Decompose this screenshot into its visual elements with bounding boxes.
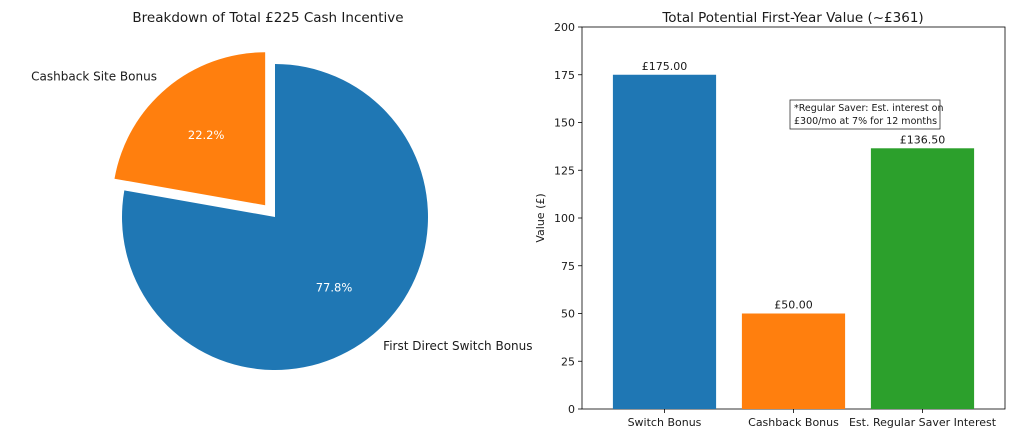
y-tick-label: 125: [554, 164, 575, 177]
x-tick-label: Est. Regular Saver Interest: [849, 416, 997, 429]
x-tick-label: Switch Bonus: [628, 416, 702, 429]
bar-axes: 0 25 50 75 100 125 150 175 200: [554, 21, 1006, 416]
bar-value-label-1: £50.00: [774, 299, 813, 312]
pie-chart: Breakdown of Total £225 Cash Incentive 2…: [31, 10, 533, 370]
x-tick-label: Cashback Bonus: [748, 416, 839, 429]
pie-title: Breakdown of Total £225 Cash Incentive: [132, 10, 403, 26]
pie-slice-0: [114, 52, 266, 206]
bar-value-label-0: £175.00: [642, 60, 688, 73]
y-tick-label: 100: [554, 212, 575, 225]
pie-slices: [114, 52, 429, 370]
y-axis-label: Value (£): [534, 193, 547, 242]
bars: [612, 74, 975, 409]
bar-2: [870, 148, 975, 409]
pie-slice-1: [122, 64, 429, 370]
y-tick-label: 75: [561, 260, 575, 273]
y-tick-label: 200: [554, 21, 575, 34]
pie-slice-label-1: First Direct Switch Bonus: [383, 339, 532, 353]
bar-0: [612, 74, 717, 409]
pie-pct-label-0: 22.2%: [188, 128, 225, 142]
y-tick-label: 25: [561, 355, 575, 368]
annotation-line-1: *Regular Saver: Est. interest on: [794, 103, 944, 114]
bar-1: [741, 313, 846, 409]
pie-slice-label-0: Cashback Site Bonus: [31, 69, 157, 83]
bar-title: Total Potential First-Year Value (~£361): [661, 10, 923, 26]
pie-labels: 22.2% Cashback Site Bonus 77.8% First Direc…: [31, 69, 532, 353]
y-tick-label: 50: [561, 308, 575, 321]
y-tick-label: 175: [554, 69, 575, 82]
y-tick-label: 0: [568, 403, 575, 416]
bar-chart: Total Potential First-Year Value (~£361)…: [534, 10, 1006, 429]
bar-labels: £175.00 Switch Bonus £50.00 Cashback Bonus £…: [628, 60, 997, 429]
pie-pct-label-1: 77.8%: [316, 280, 353, 294]
y-tick-label: 150: [554, 117, 575, 130]
annotation-box: *Regular Saver: Est. interest on £300/mo…: [789, 99, 944, 130]
annotation-line-2: £300/mo at 7% for 12 months: [794, 116, 937, 127]
bar-value-label-2: £136.50: [900, 133, 946, 146]
